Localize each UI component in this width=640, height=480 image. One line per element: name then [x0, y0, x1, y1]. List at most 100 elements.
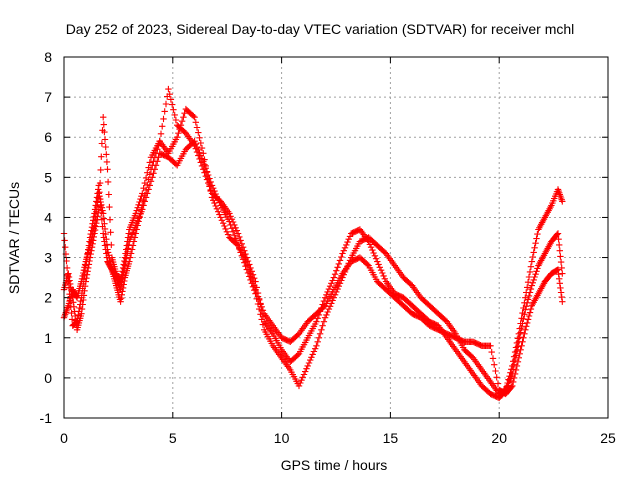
data-point — [137, 195, 144, 203]
data-point — [130, 238, 138, 245]
data-point — [529, 279, 536, 286]
data-point — [103, 158, 111, 166]
data-point — [504, 379, 511, 387]
data-point — [324, 308, 331, 316]
data-point — [319, 301, 326, 308]
data-point — [196, 155, 203, 163]
data-point — [321, 314, 329, 321]
data-point — [68, 291, 76, 298]
data-point — [69, 294, 76, 301]
data-point — [78, 310, 85, 317]
data-point — [330, 294, 337, 301]
data-point — [93, 220, 100, 227]
data-point — [180, 114, 187, 121]
data-point — [96, 193, 103, 200]
data-point — [157, 130, 165, 137]
data-point — [308, 354, 315, 361]
data-point — [218, 217, 226, 224]
data-point — [375, 261, 382, 268]
data-point — [336, 280, 344, 287]
data-point — [532, 240, 539, 247]
data-point — [510, 353, 518, 360]
data-point — [100, 234, 107, 241]
data-point — [525, 312, 533, 320]
data-point — [325, 285, 333, 293]
data-point — [139, 202, 146, 209]
data-point — [142, 174, 150, 182]
data-point — [254, 289, 262, 297]
data-point — [233, 227, 240, 234]
data-point — [107, 229, 114, 236]
data-point — [229, 218, 237, 226]
data-point — [346, 233, 354, 240]
data-point — [246, 273, 253, 280]
data-point — [339, 274, 346, 281]
data-point — [128, 246, 136, 253]
data-point — [249, 271, 257, 278]
data-point — [231, 232, 238, 239]
data-point — [197, 139, 204, 147]
data-point — [160, 115, 167, 123]
data-point — [312, 345, 319, 352]
data-point — [134, 222, 141, 229]
data-point — [101, 238, 108, 245]
data-point — [159, 123, 166, 130]
data-point — [524, 284, 531, 291]
data-point — [232, 224, 239, 231]
data-point — [514, 335, 522, 342]
data-point — [226, 210, 233, 217]
data-point — [506, 373, 513, 380]
x-tick-label: 10 — [274, 430, 290, 446]
data-point — [259, 312, 267, 320]
data-point — [521, 299, 528, 306]
data-point — [220, 220, 227, 227]
data-point — [346, 257, 354, 264]
data-point — [559, 198, 566, 205]
data-point — [329, 297, 336, 304]
data-point — [318, 304, 325, 312]
data-point — [381, 275, 388, 282]
data-point — [86, 257, 93, 265]
data-point — [532, 271, 539, 278]
data-point — [526, 309, 534, 316]
data-point — [122, 250, 129, 257]
data-point — [96, 195, 104, 203]
data-point — [88, 244, 96, 251]
data-point — [256, 295, 263, 302]
data-point — [241, 247, 248, 254]
data-point — [223, 228, 231, 235]
data-point — [533, 235, 540, 242]
data-point — [95, 206, 102, 213]
data-point — [84, 250, 91, 257]
data-point — [370, 249, 377, 257]
data-point — [523, 323, 530, 330]
data-point — [94, 213, 101, 220]
data-point — [68, 287, 75, 294]
data-point — [557, 258, 565, 266]
data-point — [248, 280, 255, 287]
data-point — [98, 201, 105, 208]
data-point — [106, 203, 113, 211]
data-point — [70, 299, 77, 306]
data-point — [335, 260, 342, 268]
data-point — [125, 230, 132, 237]
data-point — [531, 244, 538, 251]
data-point — [99, 223, 106, 230]
data-point — [191, 142, 198, 149]
data-point — [73, 293, 80, 300]
data-point — [522, 326, 529, 333]
data-point — [512, 366, 520, 374]
data-point — [192, 145, 199, 152]
data-point — [303, 365, 310, 372]
data-point — [325, 305, 333, 313]
data-marks — [60, 85, 566, 402]
data-point — [90, 237, 97, 244]
data-point — [66, 277, 73, 284]
data-point — [238, 252, 245, 259]
data-point — [178, 118, 186, 125]
x-tick-label: 25 — [600, 430, 616, 446]
data-point — [517, 320, 524, 327]
data-point — [236, 245, 243, 253]
data-point — [96, 179, 104, 187]
data-point — [331, 291, 339, 298]
